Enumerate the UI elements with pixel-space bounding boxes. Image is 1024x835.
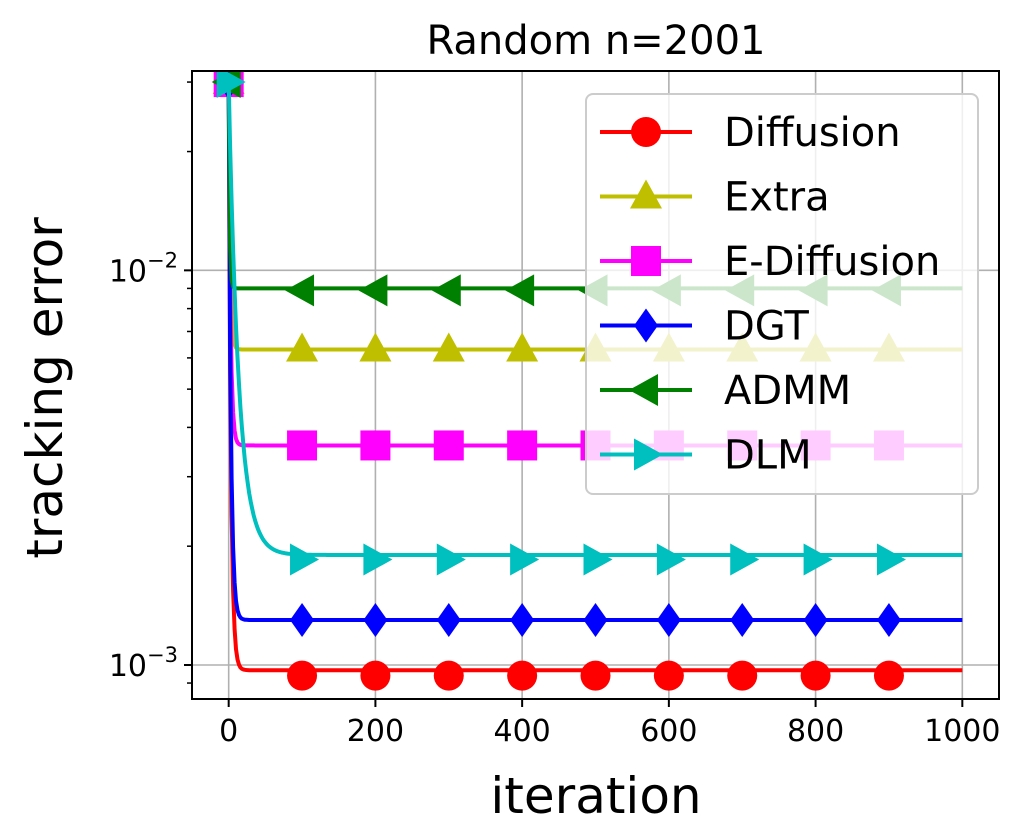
data-point — [510, 543, 540, 576]
legend-item: E-Diffusion — [600, 239, 940, 285]
data-point — [505, 274, 535, 307]
data-point — [583, 543, 613, 576]
legend-label: Extra — [724, 175, 830, 221]
data-point — [436, 603, 461, 638]
x-tick-label: 0 — [219, 714, 238, 749]
legend-marker — [631, 246, 661, 276]
data-point — [730, 543, 760, 576]
data-point — [360, 660, 391, 691]
x-tick-label: 200 — [347, 714, 404, 749]
data-point — [287, 660, 318, 691]
legend-item: Extra — [600, 175, 830, 221]
data-point — [876, 543, 906, 576]
data-point — [730, 603, 755, 638]
data-point — [287, 430, 318, 461]
legend-item: DGT — [600, 304, 809, 350]
data-point — [653, 660, 684, 691]
legend-marker — [634, 438, 663, 471]
y-axis-label: tracking error — [16, 217, 74, 559]
data-point — [580, 660, 611, 691]
legend-item: ADMM — [600, 368, 851, 414]
data-point — [510, 603, 535, 638]
x-tick-label: 800 — [787, 714, 844, 749]
data-point — [507, 430, 538, 461]
data-point — [876, 603, 901, 638]
data-point — [506, 332, 539, 362]
y-tick-label: 10−3 — [109, 643, 178, 684]
legend-marker — [629, 374, 658, 406]
legend-box — [585, 93, 979, 495]
data-point — [359, 332, 392, 362]
series-dgt — [216, 71, 963, 638]
legend: Diffusion Extra E-Diffusion DGT ADMM DLM — [585, 93, 979, 495]
y-tick-label: 10−2 — [109, 248, 178, 289]
legend-marker — [634, 308, 658, 343]
data-point — [583, 603, 608, 638]
data-point — [290, 603, 315, 638]
x-axis-label: iteration — [490, 767, 701, 825]
legend-label: DGT — [724, 304, 809, 350]
data-point — [800, 660, 831, 691]
series-diffusion — [213, 71, 963, 691]
data-point — [803, 603, 828, 638]
chart-title: Random n=2001 — [427, 18, 766, 64]
legend-marker — [630, 179, 662, 209]
legend-item: Diffusion — [600, 110, 901, 156]
data-point — [285, 274, 315, 307]
data-point — [431, 274, 461, 307]
data-point — [433, 660, 464, 691]
data-point — [436, 543, 466, 576]
ticks: 0 200 400 600 800 1000 10−3 10−2 — [109, 81, 1000, 749]
data-point — [656, 543, 686, 576]
legend-label: ADMM — [724, 368, 851, 414]
data-point — [363, 543, 393, 576]
data-point — [803, 543, 833, 576]
x-tick-label: 600 — [640, 714, 697, 749]
legend-label: DLM — [724, 433, 812, 479]
series-dlm — [216, 71, 963, 576]
data-point — [727, 660, 758, 691]
plot-frame — [191, 70, 1000, 700]
data-point — [358, 274, 388, 307]
x-tick-label: 1000 — [924, 714, 1000, 749]
data-point — [286, 332, 319, 362]
legend-marker — [631, 117, 661, 147]
data-point — [216, 71, 246, 99]
data-point — [360, 430, 391, 461]
data-point — [433, 430, 464, 461]
data-point — [656, 603, 681, 638]
data-point — [432, 332, 465, 362]
data-point — [507, 660, 538, 691]
data-point — [363, 603, 388, 638]
legend-label: Diffusion — [724, 110, 901, 156]
x-tick-label: 400 — [494, 714, 551, 749]
legend-item: DLM — [600, 433, 812, 479]
data-point — [873, 660, 904, 691]
legend-label: E-Diffusion — [724, 239, 940, 285]
data-point — [290, 543, 320, 576]
